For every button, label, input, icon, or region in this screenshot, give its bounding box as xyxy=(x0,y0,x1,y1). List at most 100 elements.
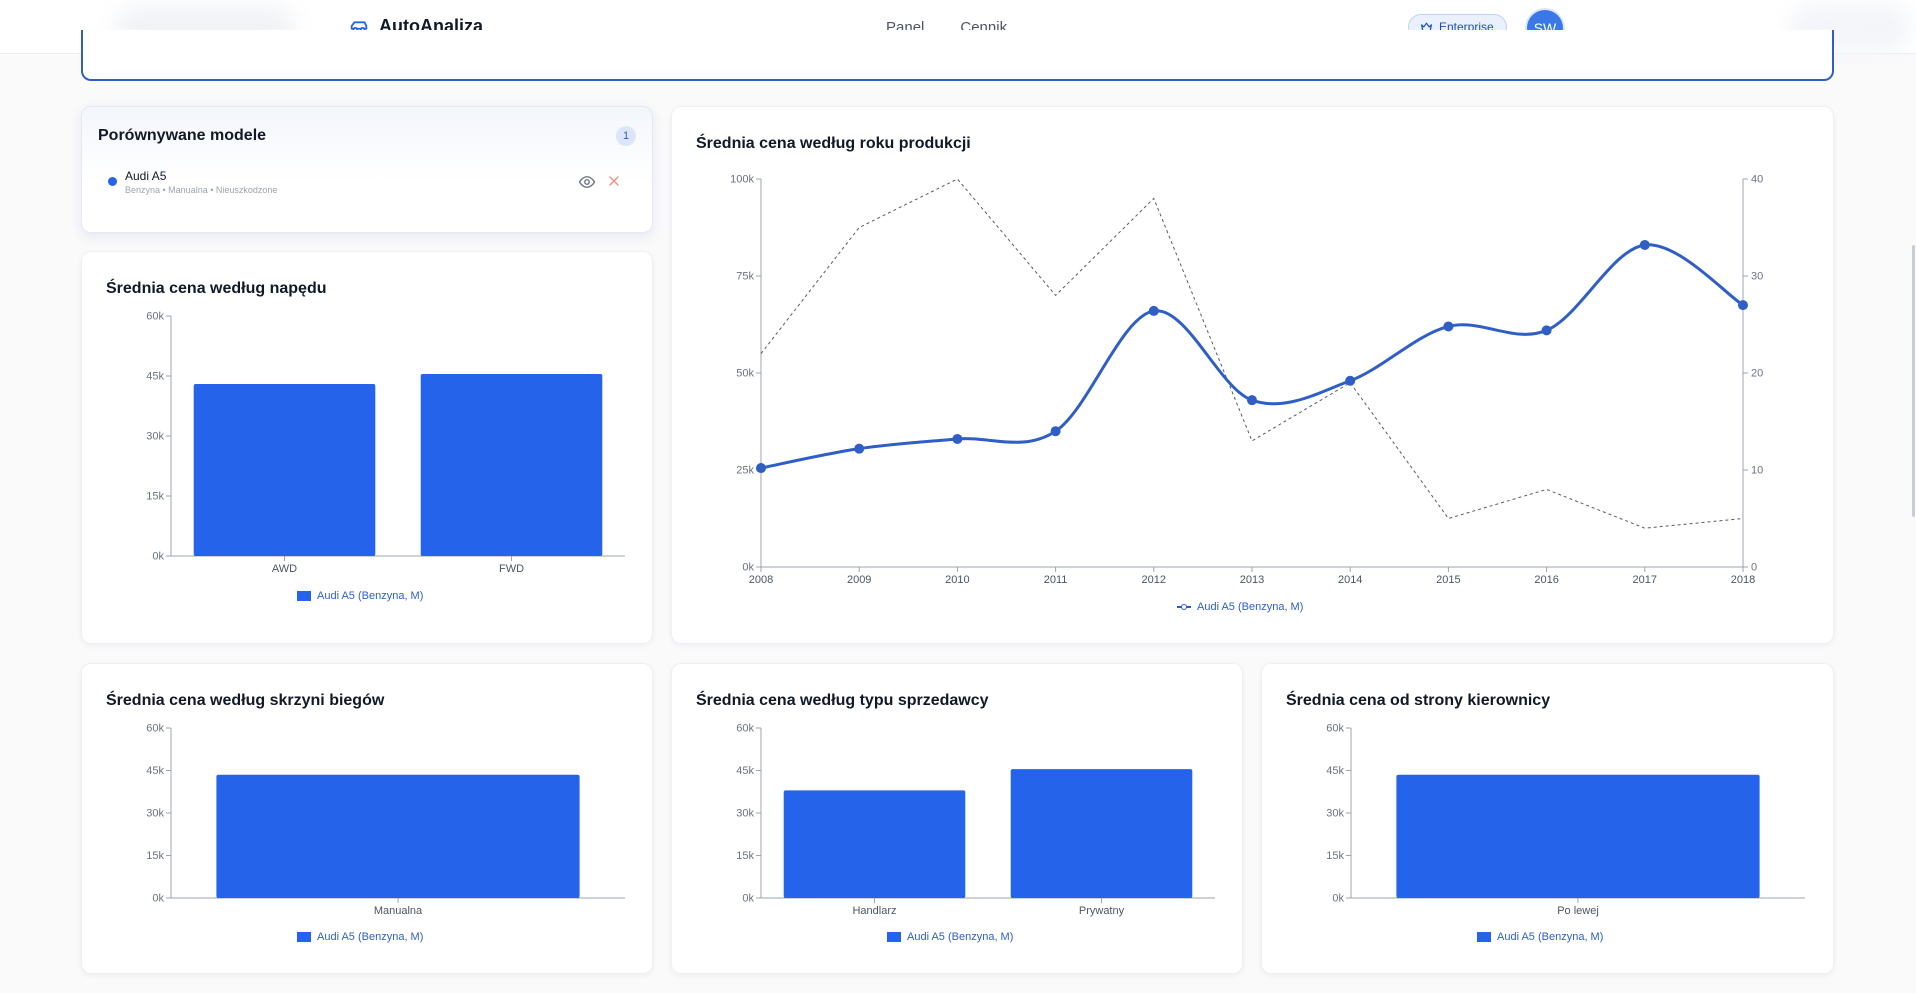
x-tick-label: AWD xyxy=(272,563,297,575)
data-point-2011 xyxy=(1050,426,1061,437)
data-point-2015 xyxy=(1443,321,1454,332)
legend-line-swatch xyxy=(1177,602,1191,612)
x-tick-label: 2013 xyxy=(1240,574,1264,586)
y-tick-label: 15k xyxy=(1326,850,1344,862)
x-tick-label: Handlarz xyxy=(852,905,896,917)
chart-card-drive: Średnia cena według napędu 0k 15k 30k 45k 60… xyxy=(81,251,653,644)
x-tick-label: 2014 xyxy=(1338,574,1362,586)
x-tick-label: FWD xyxy=(499,563,524,575)
chart-legend-year[interactable]: Audi A5 (Benzyna, M) xyxy=(1177,601,1303,613)
y-tick-label: 30k xyxy=(146,808,164,820)
y-left-tick-label: 50k xyxy=(736,368,754,380)
x-tick-label: 2008 xyxy=(749,574,773,586)
y-tick-label: 30k xyxy=(1326,808,1344,820)
legend-label: Audi A5 (Benzyna, M) xyxy=(317,931,424,943)
x-tick-label: 2009 xyxy=(847,574,871,586)
data-point-2009 xyxy=(854,443,865,454)
y-tick-label: 30k xyxy=(146,431,164,443)
x-tick-label: 2011 xyxy=(1044,574,1068,586)
legend-swatch xyxy=(887,932,901,942)
bar-manualna xyxy=(216,774,580,898)
y-tick-label: 45k xyxy=(146,371,164,383)
bar-awd xyxy=(193,384,376,556)
eye-icon[interactable] xyxy=(578,173,596,191)
y-tick-label: 0k xyxy=(152,893,164,905)
y-tick-label: 0k xyxy=(742,893,754,905)
chart-title-steering: Średnia cena od strony kierownicy xyxy=(1286,692,1551,709)
chart-steering: 0k 15k 30k 45k 60k Po lewej xyxy=(1326,723,1805,917)
y-right-tick-label: 20 xyxy=(1751,368,1763,380)
chart-legend-seller[interactable]: Audi A5 (Benzyna, M) xyxy=(887,931,1013,943)
x-tick-label: Manualna xyxy=(374,905,423,917)
legend-swatch xyxy=(297,591,311,601)
x-tick-label: 2012 xyxy=(1142,574,1166,586)
bar-handlarz xyxy=(783,790,966,898)
y-tick-label: 45k xyxy=(146,765,164,777)
x-tick-label: Prywatny xyxy=(1079,905,1125,917)
y-left-tick-label: 25k xyxy=(736,465,754,477)
y-tick-label: 15k xyxy=(146,491,164,503)
chart-year: 0k 25k 50k 75k 100k 0 10 20 30 40 2008 2009 2010 2011… xyxy=(730,174,1763,587)
bar-po-lewej xyxy=(1396,774,1760,898)
chart-card-gearbox: Średnia cena według skrzyni biegów 0k 15k… xyxy=(81,663,653,974)
y-tick-label: 15k xyxy=(146,850,164,862)
y-left-tick-label: 0k xyxy=(742,562,754,574)
compared-models-title: Porównywane modele xyxy=(98,127,267,144)
y-tick-label: 45k xyxy=(736,765,754,777)
chart-card-seller: Średnia cena według typu sprzedawcy 0k 15… xyxy=(671,663,1243,974)
chart-title-drive: Średnia cena według napędu xyxy=(106,280,327,297)
filter-panel xyxy=(81,30,1834,81)
x-tick-label: 2017 xyxy=(1633,574,1657,586)
chart-legend-drive[interactable]: Audi A5 (Benzyna, M) xyxy=(297,590,423,602)
y-right-tick-label: 40 xyxy=(1751,174,1763,186)
chart-gearbox: 0k 15k 30k 45k 60k Manualna xyxy=(146,723,625,917)
data-point-2018 xyxy=(1738,300,1748,311)
data-point-2010 xyxy=(952,433,963,444)
y-tick-label: 60k xyxy=(146,311,164,323)
chart-legend-steering[interactable]: Audi A5 (Benzyna, M) xyxy=(1477,931,1603,943)
bar-prywatny xyxy=(1010,769,1193,898)
y-tick-label: 60k xyxy=(736,723,754,735)
legend-label: Audi A5 (Benzyna, M) xyxy=(1497,931,1604,943)
y-right-tick-label: 10 xyxy=(1751,465,1763,477)
data-point-2013 xyxy=(1247,395,1257,406)
legend-swatch xyxy=(297,932,311,942)
page-scrollbar[interactable] xyxy=(1912,245,1915,517)
compared-models-card: Porównywane modele 1 Audi A5 Benzyna • M… xyxy=(81,106,653,233)
y-right-tick-label: 30 xyxy=(1751,271,1763,283)
y-tick-label: 60k xyxy=(146,723,164,735)
chart-legend-gearbox[interactable]: Audi A5 (Benzyna, M) xyxy=(297,931,423,943)
x-tick-label: 2010 xyxy=(945,574,969,586)
bar-fwd xyxy=(420,374,603,556)
chart-title-year: Średnia cena według roku produkcji xyxy=(696,135,971,152)
y-left-tick-label: 100k xyxy=(730,174,754,186)
y-tick-label: 0k xyxy=(1332,893,1344,905)
legend-label: Audi A5 (Benzyna, M) xyxy=(1197,601,1304,613)
data-point-2008 xyxy=(756,463,766,474)
close-icon[interactable] xyxy=(606,173,622,189)
y-tick-label: 30k xyxy=(736,808,754,820)
y-left-tick-label: 75k xyxy=(736,271,754,283)
series-price-line xyxy=(760,243,1744,470)
legend-swatch xyxy=(1477,932,1491,942)
chart-title-seller: Średnia cena według typu sprzedawcy xyxy=(696,692,989,709)
y-tick-label: 0k xyxy=(152,551,164,563)
legend-label: Audi A5 (Benzyna, M) xyxy=(317,590,424,602)
compared-models-count: 1 xyxy=(616,126,636,146)
series-count-line xyxy=(760,178,1744,529)
y-tick-label: 60k xyxy=(1326,723,1344,735)
x-tick-label: 2015 xyxy=(1436,574,1460,586)
data-point-2017 xyxy=(1639,239,1650,250)
y-tick-label: 15k xyxy=(736,850,754,862)
chart-title-gearbox: Średnia cena według skrzyni biegów xyxy=(106,692,385,709)
y-tick-label: 45k xyxy=(1326,765,1344,777)
data-point-2016 xyxy=(1541,325,1552,336)
chart-card-year: Średnia cena według roku produkcji 0k 25k… xyxy=(671,106,1834,644)
chart-card-steering: Średnia cena od strony kierownicy 0k 15k 3… xyxy=(1261,663,1834,974)
x-tick-label: 2016 xyxy=(1534,574,1558,586)
data-point-2012 xyxy=(1148,305,1159,316)
x-tick-label: Po lewej xyxy=(1557,905,1599,917)
model-details: Benzyna • Manualna • Nieuszkodzone xyxy=(125,185,278,195)
model-color-dot xyxy=(108,177,117,186)
data-point-2014 xyxy=(1345,375,1356,386)
